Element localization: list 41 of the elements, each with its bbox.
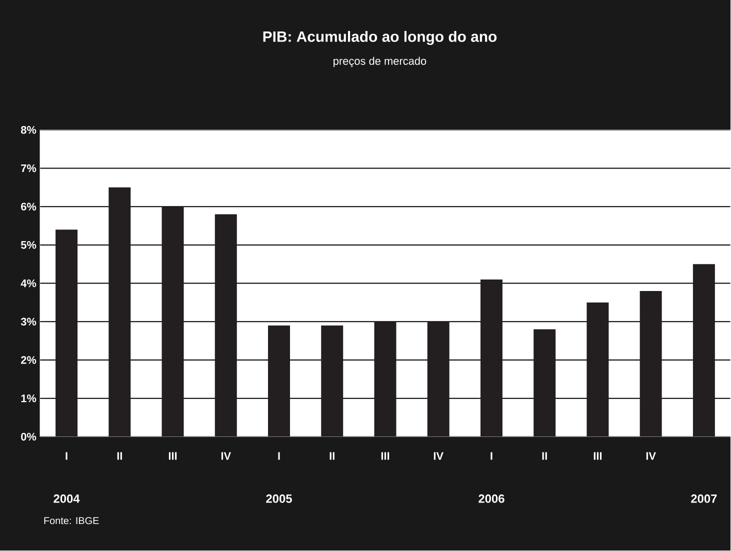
- bar: [214, 214, 237, 437]
- x-tick-label: I: [490, 452, 492, 460]
- bar: [56, 230, 78, 437]
- bar: [374, 322, 396, 437]
- x-tick-label: I: [278, 452, 280, 460]
- x-tick-label: II: [117, 452, 122, 460]
- x-tick-label: IV: [646, 452, 656, 460]
- x-tick-label: III: [594, 452, 602, 460]
- bar: [108, 188, 131, 437]
- text: 2007: [691, 494, 717, 504]
- bar: [321, 326, 344, 437]
- bar: [692, 264, 715, 437]
- bar: [586, 302, 609, 437]
- text: 2006: [478, 494, 504, 504]
- bar: [640, 291, 662, 437]
- bar: [427, 322, 450, 437]
- x-tick-label: II: [542, 452, 547, 460]
- bar: [162, 206, 184, 437]
- y-tick-label: 3%: [20, 318, 36, 326]
- x-tick-label: I: [66, 452, 68, 460]
- x-tick-label: IV: [434, 452, 444, 460]
- x-tick-label: III: [381, 452, 390, 460]
- chart-title: PIB: Acumulado ao longo do ano: [263, 31, 497, 46]
- y-tick-label: 4%: [20, 280, 36, 288]
- y-tick-label: 0%: [21, 433, 36, 441]
- y-tick-label: 5%: [20, 241, 36, 249]
- source-note: Fonte: IBGE: [44, 517, 99, 524]
- y-tick-label: 2%: [21, 356, 36, 364]
- bar: [534, 330, 556, 437]
- text: 2005: [266, 494, 292, 504]
- bar: [480, 280, 502, 437]
- x-tick-label: II: [330, 452, 334, 460]
- y-tick-label: 7%: [21, 164, 36, 172]
- x-tick-label: III: [168, 452, 177, 460]
- text: 2004: [54, 494, 80, 504]
- x-tick-label: IV: [221, 452, 231, 460]
- y-tick-label: 8%: [20, 126, 36, 134]
- y-tick-label: 1%: [21, 394, 36, 402]
- chart-subtitle: preços de mercado: [334, 57, 426, 68]
- bar: [268, 326, 290, 437]
- y-tick-label: 6%: [21, 202, 36, 211]
